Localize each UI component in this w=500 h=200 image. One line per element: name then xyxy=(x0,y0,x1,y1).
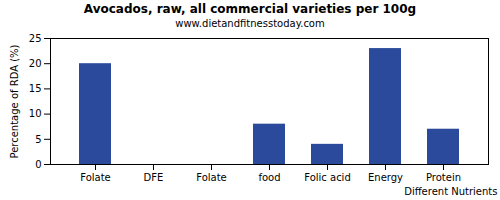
svg-text:DFE: DFE xyxy=(144,172,164,183)
svg-text:10: 10 xyxy=(29,108,42,119)
svg-text:5: 5 xyxy=(35,134,41,145)
svg-text:Different Nutrients: Different Nutrients xyxy=(404,186,497,197)
svg-text:Folate: Folate xyxy=(196,172,227,183)
svg-text:25: 25 xyxy=(29,33,42,44)
svg-text:Protein: Protein xyxy=(426,172,461,183)
svg-text:0: 0 xyxy=(35,159,41,170)
svg-text:Percentage of RDA (%): Percentage of RDA (%) xyxy=(9,44,20,158)
svg-text:Energy: Energy xyxy=(368,172,403,183)
svg-text:15: 15 xyxy=(29,83,42,94)
html-text:Avocados, raw, all commercial: Avocados, raw, all commercial varieties … xyxy=(83,2,417,16)
svg-text:food: food xyxy=(258,172,280,183)
svg-text:Folate: Folate xyxy=(80,172,111,183)
svg-text:20: 20 xyxy=(29,58,42,69)
html-text:www.dietandfitnesstoday.com: www.dietandfitnesstoday.com xyxy=(175,18,325,29)
svg-text:Folic acid: Folic acid xyxy=(304,172,351,183)
